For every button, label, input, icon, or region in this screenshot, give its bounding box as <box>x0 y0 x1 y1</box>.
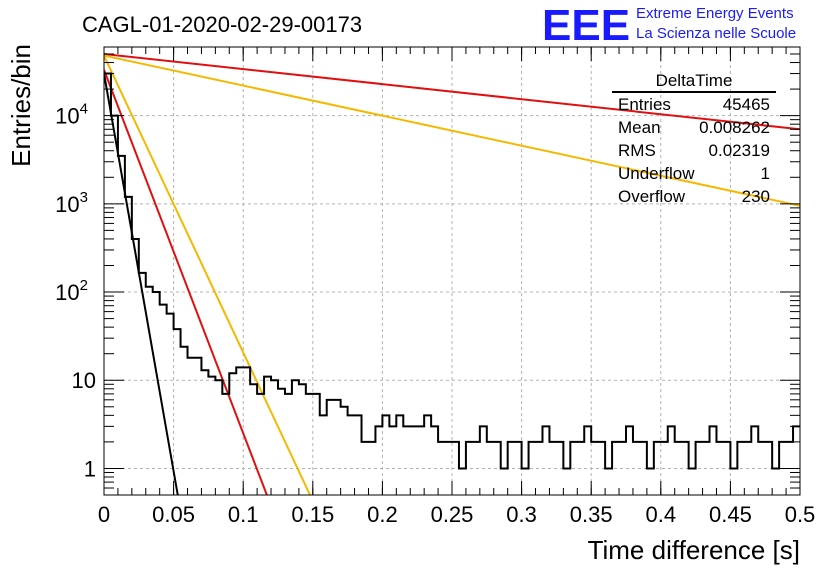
y-tick-label: 102 <box>55 277 88 305</box>
stats-rms-label: RMS <box>618 141 656 160</box>
fit-curve <box>104 52 800 131</box>
histogram <box>104 72 800 470</box>
x-axis-ticks: 0 0.05 0.1 0.15 0.2 0.25 0.3 0.35 0.4 0.45 0.5 <box>98 47 815 527</box>
x-tick-label: 0.45 <box>709 502 752 527</box>
logo-line-2: La Scienza nelle Scuole <box>636 25 796 42</box>
stats-rms-value: 0.02319 <box>709 141 770 160</box>
fit-curve <box>104 69 268 495</box>
y-axis-title: Entries/bin <box>6 44 36 167</box>
fit-curves <box>104 52 800 495</box>
stats-box: DeltaTime Entries 45465 Mean 0.008262 RM… <box>612 71 776 206</box>
logo-mark: EEE <box>542 1 630 50</box>
stats-overflow-value: 230 <box>742 187 770 206</box>
chart-title: CAGL-01-2020-02-29-00173 <box>82 12 362 37</box>
stats-box-title: DeltaTime <box>656 71 733 90</box>
x-tick-label: 0.05 <box>152 502 195 527</box>
stats-entries-label: Entries <box>618 95 671 114</box>
stats-overflow-label: Overflow <box>618 187 686 206</box>
histogram-line <box>104 72 800 470</box>
y-tick-label: 104 <box>55 101 88 129</box>
x-tick-label: 0.35 <box>570 502 613 527</box>
y-tick-label: 10 <box>72 368 96 393</box>
x-tick-label: 0.15 <box>291 502 334 527</box>
x-tick-label: 0.3 <box>506 502 537 527</box>
stats-underflow-label: Underflow <box>618 164 695 183</box>
grid <box>104 47 800 495</box>
y-tick-label: 1 <box>84 456 96 481</box>
fit-curve <box>104 73 179 495</box>
x-axis-title: Time difference [s] <box>588 535 800 565</box>
stats-mean-value: 0.008262 <box>699 118 770 137</box>
x-tick-label: 0 <box>98 502 110 527</box>
fit-curve <box>104 55 311 495</box>
stats-mean-label: Mean <box>618 118 661 137</box>
stats-underflow-value: 1 <box>761 164 770 183</box>
y-tick-label: 103 <box>55 189 88 217</box>
logo-line-1: Extreme Energy Events <box>636 5 794 22</box>
x-tick-label: 0.1 <box>228 502 259 527</box>
x-tick-label: 0.2 <box>367 502 398 527</box>
x-tick-label: 0.4 <box>646 502 677 527</box>
stats-entries-value: 45465 <box>723 95 770 114</box>
x-tick-label: 0.25 <box>431 502 474 527</box>
y-axis-ticks: 1 10 102 103 104 <box>55 46 800 496</box>
x-tick-label: 0.5 <box>785 502 816 527</box>
logo: EEE Extreme Energy Events La Scienza nel… <box>542 1 796 50</box>
fit-curve <box>104 54 800 207</box>
